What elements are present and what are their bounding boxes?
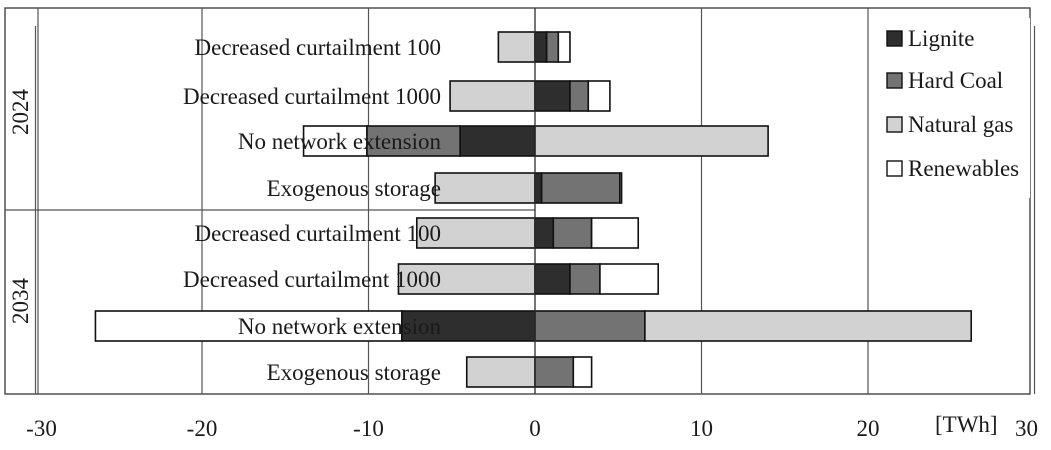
bar-hard-coal — [545, 31, 560, 63]
bar-lignite — [534, 263, 571, 295]
bar-lignite — [534, 31, 548, 63]
category-labels: Decreased curtailment 100 Decreased curta… — [183, 35, 441, 385]
category-label: Decreased curtailment 1000 — [183, 267, 441, 292]
bar-natural-gas — [534, 125, 769, 157]
bar-lignite — [459, 125, 536, 157]
x-tick-label: -20 — [187, 416, 218, 441]
bar-natural-gas — [497, 31, 536, 63]
bar-renewables — [572, 356, 593, 388]
legend-label: Natural gas — [908, 112, 1013, 137]
bar-hard-coal — [540, 172, 621, 204]
group-label: 2034 — [8, 278, 33, 325]
bar-hard-coal — [569, 80, 590, 112]
category-label: No network extension — [238, 129, 442, 154]
bar-renewables — [599, 263, 660, 295]
bar-renewables — [94, 310, 403, 342]
legend-label: Hard Coal — [908, 68, 1003, 93]
bar-natural-gas — [415, 217, 536, 249]
bar-natural-gas — [397, 263, 536, 295]
bar-hard-coal — [534, 310, 646, 342]
x-tick-label: -10 — [353, 416, 384, 441]
bars — [94, 8, 973, 394]
legend-swatch-renewables — [886, 160, 903, 177]
bar-renewables — [587, 80, 611, 112]
x-tick-label: 10 — [690, 416, 713, 441]
bar-renewables — [302, 125, 368, 157]
x-tick-label: -30 — [26, 416, 57, 441]
bar-renewables — [619, 172, 623, 204]
legend-swatch-natural-gas — [886, 116, 903, 133]
category-label: Exogenous storage — [267, 360, 441, 385]
bar-renewables — [557, 31, 571, 63]
bar-renewables — [590, 217, 640, 249]
legend: Lignite Hard Coal Natural gas Renewables — [878, 18, 1030, 198]
plot-frame — [4, 7, 1031, 395]
bar-lignite — [534, 217, 555, 249]
legend-swatch-hard-coal — [886, 72, 903, 89]
bar-hard-coal — [366, 125, 461, 157]
bar-natural-gas — [449, 80, 536, 112]
legend-swatch-lignite — [886, 30, 903, 47]
x-axis-ticks: -30 -20 -10 0 10 20 30 — [26, 416, 1038, 441]
category-label: Exogenous storage — [267, 176, 441, 201]
category-label: Decreased curtailment 1000 — [183, 84, 441, 109]
bar-natural-gas — [434, 172, 536, 204]
bar-lignite — [534, 172, 543, 204]
bar-lignite — [400, 310, 536, 342]
bar-natural-gas — [644, 310, 973, 342]
unit-label: [TWh] — [935, 412, 998, 437]
category-label: Decreased curtailment 100 — [195, 35, 442, 60]
category-label: Decreased curtailment 100 — [195, 221, 442, 246]
bar-natural-gas — [465, 356, 536, 388]
x-tick-label: 0 — [529, 416, 541, 441]
legend-label: Lignite — [908, 26, 974, 51]
group-axis: 2024 2034 — [5, 8, 535, 394]
x-tick-label: 30 — [1015, 416, 1038, 441]
bar-lignite — [534, 80, 571, 112]
category-label: No network extension — [238, 314, 442, 339]
group-label: 2024 — [8, 89, 33, 136]
bar-hard-coal — [552, 217, 593, 249]
bar-hard-coal — [569, 263, 601, 295]
bar-hard-coal — [534, 356, 575, 388]
x-tick-label: 20 — [857, 416, 880, 441]
legend-background — [878, 18, 1030, 198]
legend-label: Renewables — [908, 156, 1019, 181]
